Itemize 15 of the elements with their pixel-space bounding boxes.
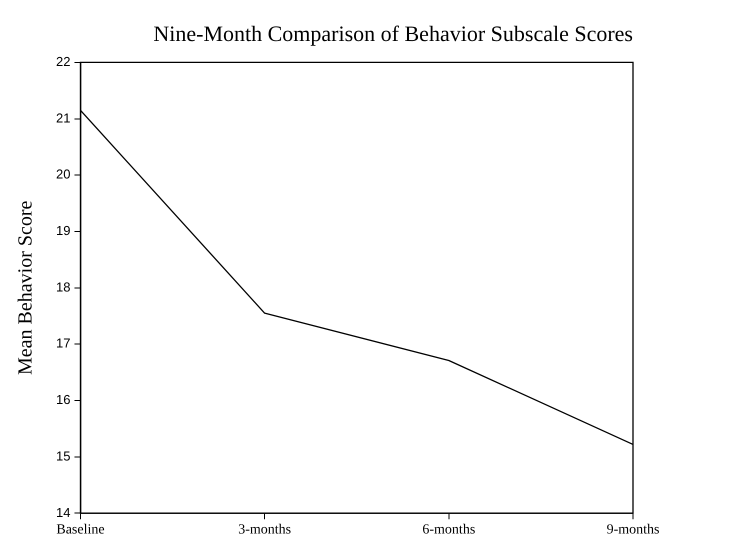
y-tick-label: 14 bbox=[56, 504, 70, 520]
y-tick-label: 22 bbox=[56, 54, 70, 69]
x-tick-label: 9-months bbox=[606, 522, 660, 538]
y-tick-label: 15 bbox=[56, 448, 70, 464]
y-tick-label: 18 bbox=[56, 279, 70, 294]
y-tick-label: 21 bbox=[56, 110, 70, 126]
y-tick-label: 16 bbox=[56, 392, 70, 408]
y-tick-label: 20 bbox=[56, 166, 70, 182]
x-tick-label: Baseline bbox=[56, 522, 105, 538]
y-axis-title: Mean Behavior Score bbox=[14, 200, 36, 375]
x-tick-label: 6-months bbox=[422, 522, 476, 538]
y-tick-label: 17 bbox=[56, 336, 70, 351]
y-tick-label: 19 bbox=[56, 223, 70, 238]
chart-title: Nine-Month Comparison of Behavior Subscale Scores bbox=[153, 20, 633, 46]
x-tick-label: 3-months bbox=[238, 522, 292, 538]
